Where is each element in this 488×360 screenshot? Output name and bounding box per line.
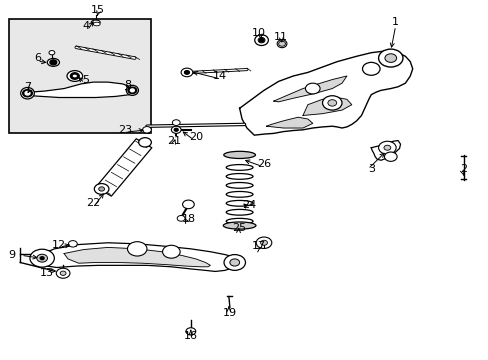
Polygon shape [370, 140, 400, 160]
Circle shape [128, 87, 137, 94]
Circle shape [327, 100, 336, 106]
Circle shape [130, 89, 134, 92]
Circle shape [30, 249, 54, 267]
Ellipse shape [93, 22, 100, 26]
Text: 14: 14 [213, 71, 227, 81]
Circle shape [362, 62, 379, 75]
Ellipse shape [70, 73, 79, 79]
Text: 21: 21 [166, 136, 181, 145]
Polygon shape [239, 51, 412, 135]
Polygon shape [96, 139, 152, 196]
Ellipse shape [226, 192, 252, 197]
Circle shape [172, 120, 180, 126]
Circle shape [139, 138, 151, 147]
Polygon shape [24, 82, 133, 98]
Text: 24: 24 [242, 200, 256, 210]
Circle shape [378, 141, 395, 154]
Text: 20: 20 [188, 132, 203, 142]
Polygon shape [273, 76, 346, 102]
Circle shape [181, 68, 192, 77]
Circle shape [256, 237, 271, 248]
Circle shape [171, 126, 181, 134]
Text: 19: 19 [223, 308, 237, 318]
Circle shape [185, 328, 195, 335]
Text: 25: 25 [232, 224, 246, 233]
Circle shape [378, 49, 402, 67]
Circle shape [305, 83, 320, 94]
Polygon shape [64, 247, 210, 267]
Text: 7: 7 [24, 82, 31, 92]
Text: 23: 23 [118, 125, 132, 135]
Ellipse shape [47, 58, 60, 66]
Ellipse shape [226, 219, 252, 224]
Text: 5: 5 [82, 75, 89, 85]
Ellipse shape [67, 71, 82, 81]
Text: 11: 11 [273, 32, 287, 41]
Text: 10: 10 [252, 28, 265, 38]
Circle shape [142, 127, 151, 133]
Ellipse shape [20, 87, 34, 99]
Ellipse shape [254, 35, 268, 45]
Ellipse shape [258, 37, 264, 43]
Text: 2: 2 [459, 164, 467, 174]
Ellipse shape [226, 174, 252, 179]
Circle shape [50, 60, 57, 65]
Text: 1: 1 [391, 17, 398, 27]
Circle shape [174, 129, 178, 131]
Ellipse shape [226, 201, 252, 206]
Circle shape [383, 145, 390, 150]
Circle shape [99, 187, 104, 191]
Ellipse shape [91, 20, 100, 24]
Text: 26: 26 [256, 159, 270, 169]
Text: 16: 16 [183, 331, 198, 341]
Text: 9: 9 [8, 250, 15, 260]
Polygon shape [303, 98, 351, 116]
Polygon shape [266, 117, 312, 128]
Circle shape [22, 90, 32, 97]
Ellipse shape [224, 151, 255, 158]
Circle shape [224, 255, 245, 270]
Circle shape [37, 254, 47, 262]
Text: 6: 6 [34, 53, 41, 63]
Bar [9, 19, 151, 134]
Text: 13: 13 [40, 268, 54, 278]
Ellipse shape [277, 40, 286, 48]
Circle shape [162, 245, 180, 258]
Circle shape [127, 242, 147, 256]
Circle shape [49, 50, 55, 55]
Ellipse shape [226, 165, 252, 170]
Circle shape [25, 91, 30, 95]
Circle shape [384, 54, 396, 62]
Text: 15: 15 [91, 5, 105, 15]
Ellipse shape [72, 74, 77, 78]
Circle shape [68, 240, 77, 247]
Text: 8: 8 [123, 80, 131, 90]
Text: 3: 3 [367, 164, 374, 174]
Circle shape [322, 96, 341, 110]
Ellipse shape [226, 210, 252, 215]
Ellipse shape [223, 222, 255, 229]
Circle shape [182, 200, 194, 209]
Text: 22: 22 [86, 198, 100, 208]
Circle shape [60, 271, 66, 275]
Polygon shape [36, 243, 239, 271]
Circle shape [260, 240, 267, 245]
Circle shape [278, 41, 285, 46]
Circle shape [184, 71, 189, 74]
Ellipse shape [126, 85, 138, 95]
Circle shape [259, 39, 264, 42]
Circle shape [384, 152, 396, 161]
Text: 17: 17 [251, 241, 265, 251]
Ellipse shape [226, 183, 252, 188]
Circle shape [94, 184, 109, 194]
Text: 18: 18 [181, 215, 195, 224]
Circle shape [40, 257, 44, 260]
Circle shape [177, 216, 184, 221]
Circle shape [56, 268, 70, 278]
Circle shape [229, 259, 239, 266]
Text: 4: 4 [82, 21, 89, 31]
Text: 12: 12 [52, 239, 66, 249]
